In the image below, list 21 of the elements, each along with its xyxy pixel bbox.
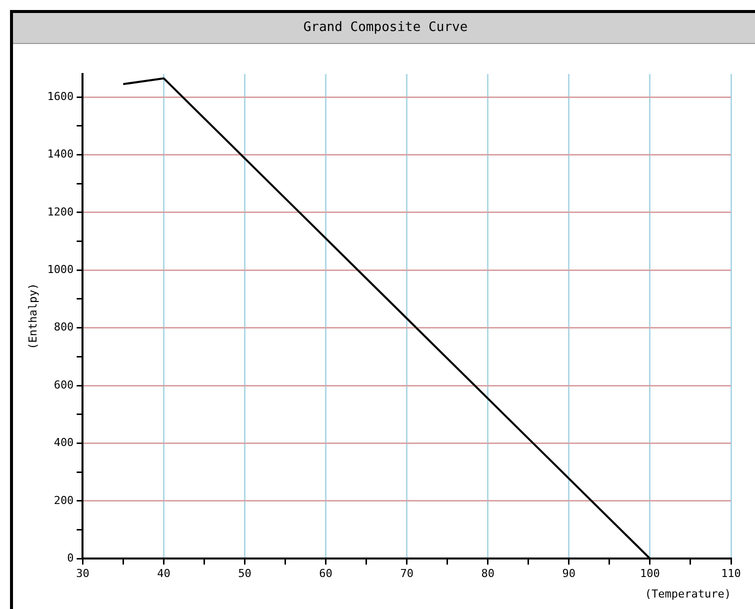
x-tick-label: 60 bbox=[319, 567, 332, 580]
x-axis-title: (Temperature) bbox=[644, 587, 731, 600]
chart-title: Grand Composite Curve bbox=[13, 13, 755, 44]
x-tick-label: 50 bbox=[238, 567, 252, 580]
y-tick-label: 800 bbox=[54, 320, 74, 334]
y-tick-label: 400 bbox=[54, 436, 74, 450]
y-tick-label: 600 bbox=[54, 378, 74, 392]
y-tick-label: 0 bbox=[67, 551, 74, 564]
x-tick-label: 30 bbox=[76, 567, 90, 580]
x-tick-label: 90 bbox=[562, 567, 576, 580]
x-tick-label: 100 bbox=[640, 567, 660, 580]
y-tick-label: 1000 bbox=[47, 263, 74, 276]
x-tick-label: 70 bbox=[400, 567, 414, 580]
y-tick-label: 1600 bbox=[47, 90, 74, 103]
y-tick-label: 200 bbox=[54, 494, 74, 507]
x-tick-label: 40 bbox=[157, 567, 170, 580]
y-tick-label: 1200 bbox=[47, 205, 74, 218]
x-tick-label: 110 bbox=[721, 567, 741, 580]
x-tick-label: 80 bbox=[481, 567, 495, 580]
y-axis-title: (Enthalpy) bbox=[26, 283, 40, 350]
y-tick-label: 1400 bbox=[47, 148, 74, 161]
